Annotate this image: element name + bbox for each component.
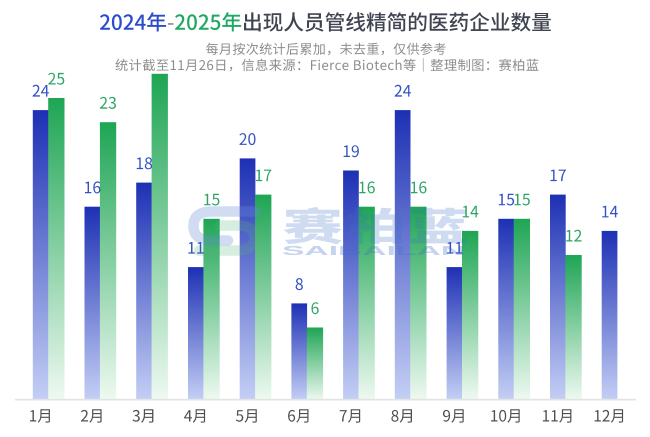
svg-text:SAIBAILAN: SAIBAILAN <box>282 243 465 258</box>
